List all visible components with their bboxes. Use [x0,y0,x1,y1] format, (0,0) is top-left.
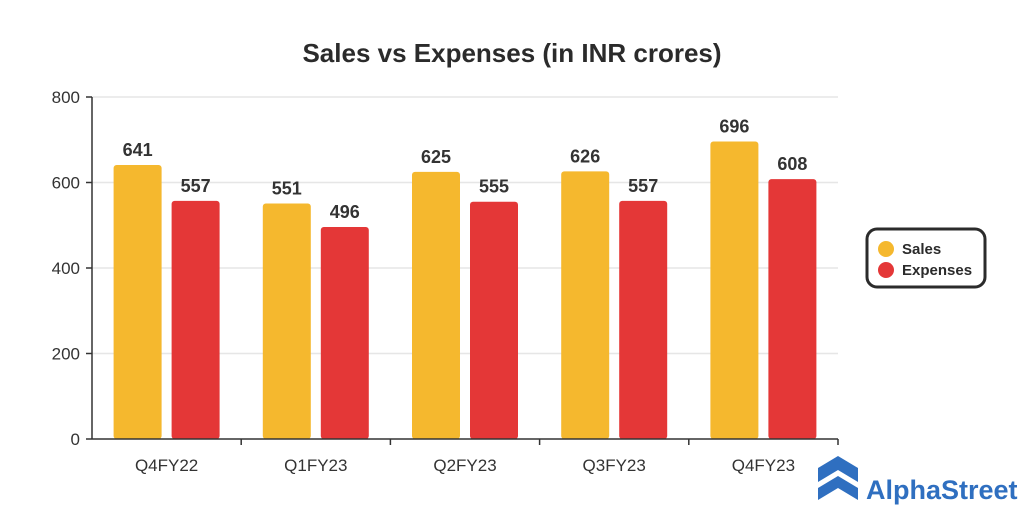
x-tick-label-q2fy23: Q2FY23 [433,456,496,475]
data-labels: 641 557 551 496 625 555 626 557 696 608 [123,116,808,222]
bar-sales-q4fy22 [113,164,162,439]
alphastreet-logo-icon [818,456,858,500]
bar-series [113,141,817,439]
y-tick-label-0: 0 [71,430,80,449]
y-tick-label-600: 600 [52,174,80,193]
chart-title: Sales vs Expenses (in INR crores) [302,38,721,68]
axes: 0 200 400 600 800 Q4FY22 Q1FY23 Q2FY23 Q3FY23 Q4F… [52,88,839,475]
bar-expenses-q4fy23 [768,179,817,439]
y-tick-label-400: 400 [52,259,80,278]
brand-name: AlphaStreet [866,475,1018,505]
bar-expenses-q3fy23 [619,200,668,439]
data-label-sales-q4fy22: 641 [123,140,153,160]
legend-box [865,227,987,289]
data-label-sales-q1fy23: 551 [272,178,302,198]
bar-sales-q3fy23 [561,171,610,439]
data-label-expenses-q2fy23: 555 [479,177,509,197]
data-label-expenses-q4fy23: 608 [777,154,807,174]
bar-expenses-q2fy23 [470,201,518,439]
data-label-sales-q2fy23: 625 [421,147,451,167]
legend-label-sales: Sales [902,241,941,258]
legend-swatch-sales [878,241,894,257]
bar-sales-q1fy23 [262,203,311,439]
x-tick-label-q4fy23: Q4FY23 [732,456,795,475]
legend-label-expenses: Expenses [902,262,972,279]
y-tick-label-200: 200 [52,345,80,364]
data-label-expenses-q1fy23: 496 [330,202,360,222]
bar-sales-q2fy23 [412,171,460,439]
legend-swatch-expenses [878,262,894,278]
x-tick-label-q1fy23: Q1FY23 [284,456,347,475]
bar-expenses-q4fy22 [171,200,220,439]
data-label-expenses-q4fy22: 557 [181,176,211,196]
x-tick-label-q3fy23: Q3FY23 [583,456,646,475]
bar-expenses-q1fy23 [320,226,369,439]
legend: Sales Expenses [865,227,987,289]
brand-logo: AlphaStreet [818,456,1018,505]
x-tick-label-q4fy22: Q4FY22 [135,456,198,475]
data-label-expenses-q3fy23: 557 [628,176,658,196]
y-tick-label-800: 800 [52,88,80,107]
bar-sales-q4fy23 [710,141,759,439]
data-label-sales-q4fy23: 696 [719,116,749,136]
data-label-sales-q3fy23: 626 [570,146,600,166]
